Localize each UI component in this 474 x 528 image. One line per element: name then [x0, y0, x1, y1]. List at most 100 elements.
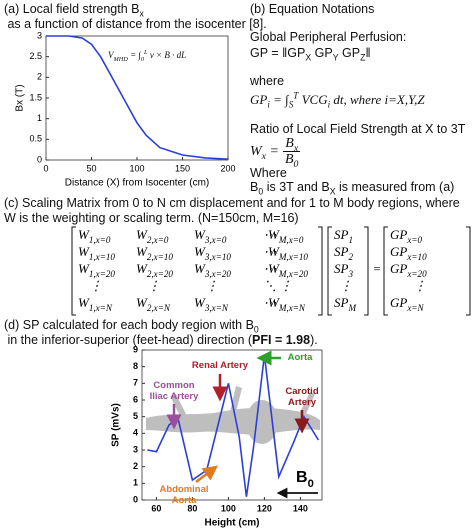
text-run: ). [310, 333, 318, 347]
matrix-entry: W2,x=20 [136, 261, 173, 279]
annotation: VMHD = ∫0L v × B · dL [108, 49, 187, 62]
annotation: Aorta [287, 352, 313, 363]
entry-base: W [136, 295, 148, 310]
lhs: Wx = [250, 143, 279, 162]
y-tick-label: 8 [133, 361, 138, 371]
equation: GP = ‖GPX GPY GPZ‖ [250, 46, 371, 63]
matrix-entry: ⋯ [264, 244, 277, 259]
text-run: = ∫ [269, 92, 289, 107]
entry-base: GP [390, 244, 407, 259]
text-run: GP [338, 46, 361, 60]
bracket [327, 226, 332, 316]
entry-sub: M,x=10 [278, 252, 309, 262]
text-run: GP [311, 46, 333, 60]
entry-sub: 2,x=10 [147, 252, 174, 262]
text-run: x [293, 142, 299, 154]
entry-sub: x=20 [406, 269, 427, 279]
data-line [46, 35, 229, 160]
matrix-entry: ⋯ [264, 295, 277, 310]
fraction: Bx B0 [282, 136, 301, 169]
matrix-entry: W3,x=N [194, 295, 229, 313]
bracket [364, 226, 369, 316]
text-run: T [293, 90, 299, 101]
entry-sub: 1,x=N [89, 303, 113, 313]
y-tick-label: 4 [133, 428, 138, 438]
text-run: B [250, 180, 259, 194]
entry-sub: x=0 [406, 235, 422, 245]
annotation: Common Iliac Artery [149, 380, 199, 402]
text-run: as a function of distance from the isoce… [4, 17, 267, 31]
x-axis-label: Height (cm) [205, 518, 260, 528]
heading: (b) Equation Notations [250, 2, 375, 16]
matrix-entry: WM,x=N [268, 295, 306, 313]
text-run: v × B · dL [147, 50, 187, 60]
panel-c-title: (c) Scaling Matrix from 0 to N cm displa… [4, 196, 460, 225]
entry-sub: 3,x=N [204, 303, 229, 313]
text-run: is measured from (a) [335, 180, 455, 194]
text-run: = [266, 143, 279, 159]
annotation: Carotid Artery [285, 386, 319, 408]
x-tick-label: 100 [129, 163, 144, 173]
text-run: i [267, 99, 270, 110]
x-tick-label: 50 [86, 163, 96, 173]
matrix-entry: W1,x=10 [78, 244, 115, 262]
entry-sub: x=N [406, 303, 424, 313]
matrix-entry: SP1 [334, 227, 353, 245]
equals-sign: = [373, 261, 382, 276]
entry-base: W [194, 261, 206, 276]
matrix-entry: ⋱ [264, 278, 277, 293]
text-run: B [296, 469, 308, 486]
text-run: GP = ‖GP [250, 46, 306, 60]
matrix-entry: SPM [334, 295, 356, 313]
matrix-entry: ⋮ [148, 278, 161, 293]
rich-label: B0 [296, 469, 314, 490]
matrix-entry: SP3 [334, 261, 353, 279]
entry-base: GP [390, 295, 407, 310]
bracket [71, 226, 76, 316]
panel-b: (b) Equation Notations Global Peripheral… [250, 0, 474, 196]
text-run: X [329, 186, 336, 197]
entry-base: W [78, 227, 90, 242]
equation: GPi = ∫ST VCGi dt, where i=X,Y,Z [250, 90, 425, 110]
text-run: x [261, 150, 267, 162]
y-tick-label: 2 [37, 72, 42, 82]
text-run: dt, where i=X,Y,Z [330, 92, 425, 107]
denominator: B0 [283, 152, 300, 169]
matrix-entry: ⋮ [340, 278, 353, 293]
entry-base: SP [334, 295, 349, 310]
entry-sub: 2,x=0 [147, 235, 169, 245]
text-run: = ∫ [127, 50, 141, 60]
entry-base: W [194, 295, 206, 310]
organ-shape [246, 400, 278, 444]
x-tick-label: 150 [175, 163, 190, 173]
numerator: Bx [282, 136, 301, 154]
matrix-entry: W3,x=0 [194, 227, 227, 245]
entry-sub: 3,x=0 [204, 235, 227, 245]
x-axis-label: Distance (X) from Isocenter (cm) [65, 178, 209, 189]
entry-sub: M,x=0 [278, 235, 304, 245]
annotation-arrow [195, 465, 218, 483]
matrix-entry: W1,x=0 [78, 227, 111, 245]
entry-sub: 1 [348, 235, 353, 245]
text-run: W [250, 143, 262, 159]
text-run: X [305, 52, 312, 63]
entry-base: W [268, 261, 280, 276]
text-run: 0 [258, 186, 264, 197]
entry-base: GP [390, 261, 407, 276]
text-run: ‖ [365, 46, 371, 60]
entry-base: W [268, 244, 280, 259]
y-tick-label: 3 [133, 444, 138, 454]
text-run: 0 [253, 324, 259, 335]
y-tick-label: 0 [37, 154, 42, 164]
annotation: Abdominal Aorta [159, 484, 209, 506]
y-axis-label: SP (mVs) [111, 403, 122, 447]
entry-base: W [136, 244, 148, 259]
annotation: Renal Artery [191, 360, 249, 371]
text-run: VCG [298, 92, 328, 107]
matrix-entry: GPx=10 [390, 244, 427, 262]
matrix-entry: ⋮ [280, 278, 293, 293]
label: where [250, 74, 285, 88]
bracket [318, 226, 323, 316]
y-tick-label: 6 [133, 394, 138, 404]
